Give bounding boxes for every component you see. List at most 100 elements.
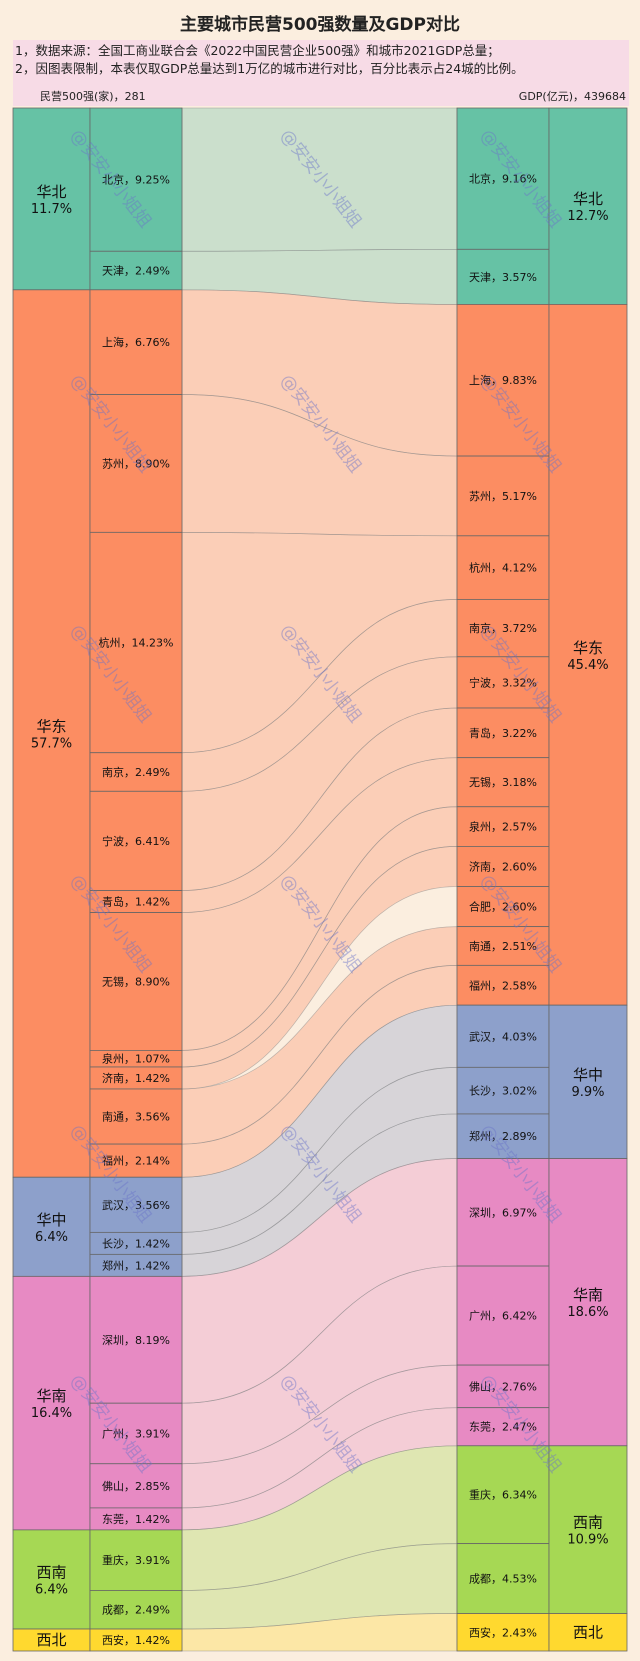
right-city-东莞 <box>456 1407 550 1447</box>
right-city-成都 <box>456 1543 550 1614</box>
note-line-1: 1，数据来源：全国工商业联合会《2022中国民营企业500强》和城市2021GD… <box>15 43 500 58</box>
left-header: 民营500强(家)，281 <box>40 90 146 103</box>
right-city-label-武汉: 武汉，4.03% <box>469 1030 537 1043</box>
left-city-label-郑州: 郑州，1.42% <box>102 1258 170 1272</box>
left-city-label-福州: 福州，2.14% <box>102 1154 170 1168</box>
left-city-上海 <box>89 289 183 395</box>
left-region-pct-华中: 6.4% <box>35 1230 68 1245</box>
right-city-北京 <box>456 107 550 250</box>
left-city-label-东莞: 东莞，1.42% <box>102 1513 170 1526</box>
right-region-label-西北: 西北 <box>573 1623 603 1641</box>
left-region-label-华东: 华东 <box>36 718 66 736</box>
left-city-宁波 <box>89 790 183 891</box>
right-city-济南 <box>456 846 550 887</box>
right-city-深圳 <box>456 1158 550 1267</box>
right-city-label-西安: 西安，2.43% <box>469 1625 537 1639</box>
left-region-label-华北: 华北 <box>36 183 66 201</box>
chart-title: 主要城市民营500强数量及GDP对比 <box>179 15 460 35</box>
left-city-label-佛山: 佛山，2.85% <box>102 1480 170 1493</box>
left-city-广州 <box>89 1402 183 1465</box>
left-city-南京 <box>89 752 183 792</box>
left-city-label-长沙: 长沙，1.42% <box>102 1237 170 1250</box>
left-region-pct-华北: 11.7% <box>31 202 72 217</box>
right-city-label-成都: 成都，4.53% <box>469 1573 537 1586</box>
note-line-2: 2，因图表限制，本表仅取GDP总量达到1万亿的城市进行对比，百分比表示占24城的… <box>15 61 524 76</box>
right-region-pct-华东: 45.4% <box>567 658 608 673</box>
right-city-南京 <box>456 598 550 658</box>
right-city-泉州 <box>456 806 550 847</box>
right-region-label-华中: 华中 <box>573 1066 603 1084</box>
left-city-label-宁波: 宁波，6.41% <box>102 834 170 848</box>
left-city-武汉 <box>89 1176 183 1233</box>
right-city-天津 <box>456 248 550 305</box>
right-city-label-福州: 福州，2.58% <box>469 978 537 992</box>
left-region-华南 <box>12 1275 91 1531</box>
right-city-label-重庆: 重庆，6.34% <box>469 1488 537 1502</box>
right-city-label-天津: 天津，3.57% <box>469 271 537 284</box>
right-region-西北 <box>548 1613 628 1652</box>
right-city-青岛 <box>456 707 550 759</box>
right-city-西安 <box>456 1613 550 1652</box>
right-city-label-广州: 广州，6.42% <box>469 1310 537 1323</box>
left-city-西安 <box>89 1628 183 1652</box>
left-region-华北 <box>12 107 91 291</box>
right-city-苏州 <box>456 455 550 537</box>
right-city-label-佛山: 佛山，2.76% <box>469 1380 537 1393</box>
right-city-label-南通: 南通，2.51% <box>469 940 537 953</box>
left-city-label-武汉: 武汉，3.56% <box>102 1199 170 1212</box>
left-city-label-南京: 南京，2.49% <box>102 765 170 779</box>
right-header: GDP(亿元)，439684 <box>518 90 626 103</box>
left-city-label-重庆: 重庆，3.91% <box>102 1553 170 1567</box>
left-region-pct-华东: 57.7% <box>31 737 72 752</box>
right-city-label-无锡: 无锡，3.18% <box>469 775 537 789</box>
right-region-西南 <box>548 1445 628 1614</box>
left-city-成都 <box>89 1590 183 1630</box>
right-region-华东 <box>548 304 628 1006</box>
left-city-福州 <box>89 1143 183 1178</box>
left-region-label-华南: 华南 <box>36 1387 66 1405</box>
left-region-pct-华南: 16.4% <box>31 1406 72 1421</box>
right-city-label-合肥: 合肥，2.60% <box>469 900 537 914</box>
left-city-北京 <box>89 107 183 252</box>
left-city-重庆 <box>89 1529 183 1591</box>
left-city-label-苏州: 苏州，8.90% <box>102 457 170 470</box>
right-region-label-西南: 西南 <box>573 1514 603 1532</box>
left-city-深圳 <box>89 1275 183 1404</box>
right-city-label-东莞: 东莞，2.47% <box>469 1421 537 1434</box>
left-city-label-上海: 上海，6.76% <box>102 335 170 349</box>
right-city-label-杭州: 杭州，4.12% <box>469 561 537 575</box>
left-region-华东 <box>12 289 91 1178</box>
left-city-label-天津: 天津，2.49% <box>102 265 170 278</box>
right-region-pct-华北: 12.7% <box>567 209 608 224</box>
left-city-label-无锡: 无锡，8.90% <box>102 974 170 988</box>
left-city-label-成都: 成都，2.49% <box>102 1604 170 1617</box>
right-city-label-长沙: 长沙，3.02% <box>469 1085 537 1098</box>
right-city-无锡 <box>456 757 550 808</box>
right-region-华中 <box>548 1004 628 1159</box>
right-region-label-华东: 华东 <box>573 639 603 657</box>
right-cities: 北京，9.16% 天津，3.57% 上海，9.83% 苏州，5.17% 杭州，4.12%… <box>456 107 550 1652</box>
right-city-label-济南: 济南，2.60% <box>469 859 537 873</box>
right-city-重庆 <box>456 1445 550 1545</box>
right-city-上海 <box>456 304 550 457</box>
left-city-label-南通: 南通，3.56% <box>102 1111 170 1124</box>
right-city-广州 <box>456 1265 550 1366</box>
left-region-label-华中: 华中 <box>36 1211 66 1229</box>
right-region-label-华北: 华北 <box>573 190 603 208</box>
left-city-label-广州: 广州，3.91% <box>102 1427 170 1440</box>
right-city-label-北京: 北京，9.16% <box>469 172 537 186</box>
right-region-华南 <box>548 1158 628 1447</box>
left-cities: 北京，9.25% 天津，2.49% 上海，6.76% 苏州，8.90% 杭州，14.23… <box>89 107 183 1652</box>
left-city-佛山 <box>89 1463 183 1509</box>
left-region-西南 <box>12 1529 91 1630</box>
left-region-label-西南: 西南 <box>36 1563 66 1581</box>
right-city-南通 <box>456 926 550 966</box>
left-city-label-济南: 济南，1.42% <box>102 1071 170 1085</box>
left-region-pct-西南: 6.4% <box>35 1582 68 1597</box>
right-city-label-上海: 上海，9.83% <box>469 373 537 387</box>
right-city-宁波 <box>456 656 550 709</box>
left-city-无锡 <box>89 912 183 1051</box>
